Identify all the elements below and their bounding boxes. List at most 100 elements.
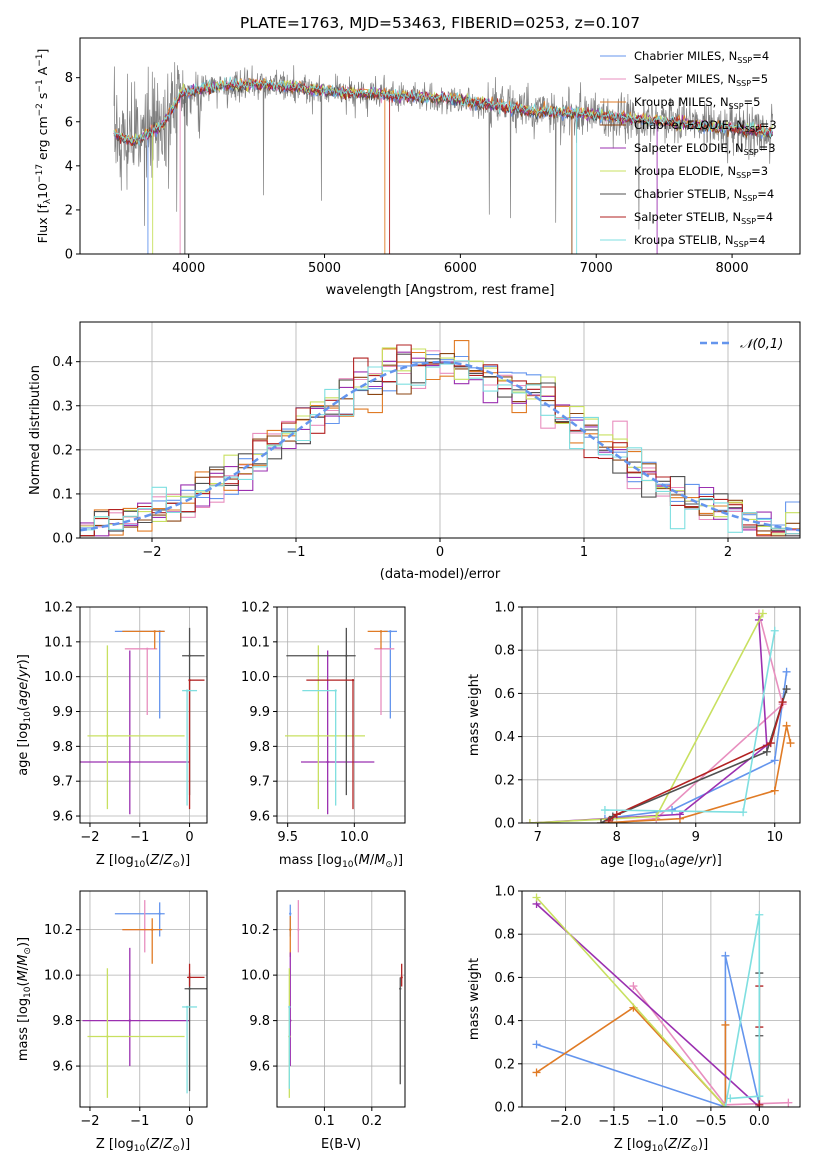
model-spectrum-line [113, 81, 773, 147]
plus-marker [726, 1094, 735, 1103]
plus-marker [770, 626, 779, 635]
observed-spectrum-line [113, 62, 773, 230]
tick-label-x: −2 [142, 545, 161, 560]
tick-label-x: −2 [80, 1114, 99, 1129]
weight-vs-Z-panel: −2.0 −1.5 −1.0 −0.5 0.0 0.0 0.2 0.4 0.6 0.8 1.0 Z … [467, 885, 801, 1154]
tick-label-x: 9 [692, 830, 700, 845]
legend-label: Chabrier STELIB, NSSP=4 [634, 187, 774, 203]
data-point [334, 689, 337, 692]
tick-label-x: 7 [534, 830, 542, 845]
plus-marker [755, 910, 764, 919]
tick-label-y: 10.0 [241, 670, 270, 685]
tick-label-y: 0.1 [52, 487, 73, 502]
histogram-steps [80, 350, 800, 537]
residuals-ylabel: Normed distribution [28, 365, 43, 495]
mass-vs-EBV-xlabel: E(B-V) [321, 1137, 361, 1152]
tick-label-y: 9.6 [52, 810, 73, 825]
tick-label-y: 9.6 [249, 1060, 270, 1075]
mass-vs-EBV-panel: 0.1 0.2 9.6 9.8 10.0 10.2 E(B-V) [241, 890, 406, 1152]
weight-vs-age-panel: 7 8 9 10 0.0 0.2 0.4 0.6 0.8 1.0 age [log10(age/y… [467, 601, 801, 870]
tick-label-x: 2 [724, 545, 732, 560]
errorbar-group [288, 900, 403, 1098]
plus-marker [778, 698, 787, 707]
tick-label-y: 4 [65, 159, 73, 174]
age-vs-Z-panel: −2 −1 0 9.6 9.7 9.8 9.9 10.0 10.1 10.2 Z [log10(Z… [16, 601, 208, 870]
spectrum-frame [79, 37, 801, 255]
plus-marker [782, 667, 791, 676]
legend-label: Chabrier ELODIE, NSSP=3 [634, 118, 777, 134]
legend-label: Kroupa ELODIE, NSSP=3 [634, 164, 768, 180]
tick-label-x: −0.5 [695, 1114, 727, 1129]
data-point [106, 734, 109, 738]
data-point [188, 678, 191, 682]
tick-label-x: 0.1 [314, 1114, 335, 1129]
tick-label-x: 4000 [172, 261, 205, 276]
data-point [106, 1035, 109, 1038]
tick-label-y: 0.2 [52, 443, 73, 458]
weight-line [604, 671, 788, 820]
plus-marker [782, 685, 791, 694]
tick-label-y: 1.0 [494, 885, 515, 900]
tick-label-y: 0.2 [494, 773, 515, 788]
data-point [158, 912, 161, 915]
data-point [128, 760, 132, 764]
mass-vs-Z-frame [79, 890, 208, 1108]
plus-marker [755, 1092, 764, 1101]
tick-label-y: 0.0 [52, 532, 73, 547]
plus-marker [766, 739, 775, 748]
tick-label-y: 0.4 [52, 355, 73, 370]
residuals-legend: 𝒩(0,1) [700, 337, 783, 352]
tick-label-y: 0.4 [494, 730, 515, 745]
data-point [379, 630, 383, 633]
tick-label-y: 6 [65, 115, 73, 130]
histogram-steps [80, 360, 800, 537]
tick-label-y: 9.9 [52, 705, 73, 720]
tick-label-x: −1 [130, 830, 149, 845]
tick-label-x: −1 [286, 545, 305, 560]
gaussian-legend-label: 𝒩(0,1) [740, 337, 783, 352]
tick-label-y: 0.8 [494, 928, 515, 943]
data-point [288, 1005, 291, 1009]
spectrum-ylabel: Flux [fλ10−17 erg cm−2 s−1 A−1] [35, 49, 53, 244]
tick-label-y: 10.0 [44, 670, 73, 685]
tick-label-y: 9.6 [249, 810, 270, 825]
tick-label-y: 9.7 [249, 775, 270, 790]
legend-label: Salpeter MILES, NSSP=5 [634, 72, 768, 88]
age-vs-Z-ylabel: age [log10(age/yr)] [16, 654, 33, 776]
data-point [146, 647, 149, 651]
plus-marker [762, 747, 771, 756]
tick-label-y: 10.2 [44, 601, 73, 616]
mass-vs-Z-ylabel: mass [log10(M/M⊙)] [16, 937, 33, 1061]
tick-label-x: 9.5 [277, 830, 298, 845]
tick-label-y: 0 [65, 248, 73, 263]
weight-vs-Z-ylabel: mass weight [467, 958, 482, 1040]
tick-label-x: −1.0 [647, 1114, 679, 1129]
weight-line [535, 896, 726, 1107]
legend-label: Kroupa STELIB, NSSP=4 [634, 233, 765, 249]
plus-marker [532, 1040, 541, 1049]
residuals-frame [79, 321, 801, 539]
plus-marker [721, 1103, 730, 1107]
plus-marker [532, 1068, 541, 1077]
weight-lines-group [532, 893, 793, 1107]
tick-label-x: −2.0 [550, 1114, 582, 1129]
errorbar-group [285, 627, 397, 815]
data-point [188, 987, 191, 990]
plus-marker [629, 982, 638, 991]
tick-label-y: 10.2 [241, 601, 270, 616]
tick-label-y: 10.0 [241, 969, 270, 984]
tick-label-y: 0.4 [494, 1014, 515, 1029]
tick-label-y: 10.1 [241, 635, 270, 650]
weight-vs-age-frame [521, 606, 801, 824]
plus-marker [652, 812, 661, 821]
tick-label-y: 9.8 [249, 740, 270, 755]
plus-marker [612, 810, 621, 819]
tick-label-x: 8000 [716, 261, 749, 276]
weight-line [604, 630, 776, 814]
data-point [185, 1005, 189, 1009]
tick-label-x: 0 [185, 1114, 193, 1129]
age-vs-Z-frame [79, 606, 208, 824]
tick-label-y: 0.6 [494, 971, 515, 986]
legend-label: Kroupa MILES, NSSP=5 [634, 95, 760, 111]
